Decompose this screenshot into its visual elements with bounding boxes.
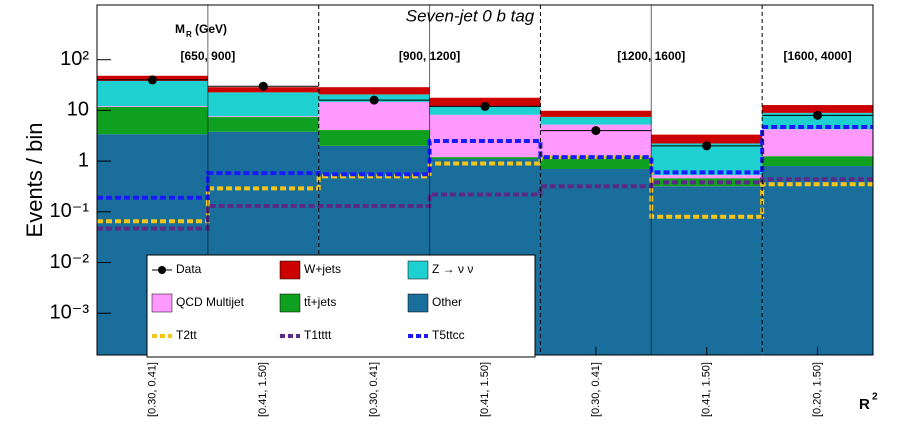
stack-bar <box>762 156 873 167</box>
legend-label: T5ttcc <box>432 328 465 342</box>
legend-swatch <box>279 293 301 313</box>
data-point <box>813 110 823 120</box>
legend-swatch <box>407 260 429 280</box>
data-point <box>369 95 379 105</box>
stack-bar <box>318 130 430 146</box>
legend-label: W+jets <box>304 262 341 276</box>
data-point <box>480 101 490 111</box>
stack-bar <box>429 157 541 160</box>
data-point <box>258 81 268 91</box>
stack-bar <box>97 80 208 107</box>
x-tick-label: [0.30, 0.41] <box>590 362 602 417</box>
legend-swatch <box>407 293 429 313</box>
legend-swatch <box>158 266 166 274</box>
group-title: M <box>175 22 185 36</box>
legend: Data W+jets Z → ν ν QCD Multijet tt̄+jets Oth… <box>146 254 536 358</box>
x-tick-label: [0.30, 0.41] <box>368 362 380 417</box>
stack-bar <box>651 178 763 187</box>
legend-swatch <box>151 293 173 313</box>
stack-bar <box>540 110 652 117</box>
chart-title: Seven-jet 0 b tag <box>406 6 535 25</box>
group-label: [900, 1200] <box>399 49 460 63</box>
data-point <box>702 141 712 151</box>
y-tick-label: 10⁻² <box>50 251 90 273</box>
stack-bar <box>651 175 763 179</box>
group-label: [1200, 1600] <box>617 49 685 63</box>
stack-bar <box>207 92 319 117</box>
legend-swatch <box>279 260 301 280</box>
legend-label: Z → ν ν <box>432 262 473 276</box>
stack-bar <box>762 166 873 355</box>
signal-line <box>97 155 873 224</box>
x-tick-label: [0.41, 1.50] <box>257 362 269 417</box>
x-tick-label: [0.30, 0.41] <box>146 362 158 417</box>
group-label: [650, 900] <box>181 49 236 63</box>
y-axis-label: Events / bin <box>22 123 47 238</box>
group-title-unit: (GeV) <box>195 22 227 36</box>
signal-line <box>97 125 873 200</box>
group-label: [1600, 4000] <box>784 49 852 63</box>
stack-bar <box>207 116 319 118</box>
legend-label: QCD Multijet <box>176 295 245 309</box>
y-tick-label: 1 <box>78 149 89 171</box>
legend-label: Data <box>176 262 202 276</box>
stack-bar <box>651 186 763 355</box>
x-tick-label: [0.20, 1.50] <box>811 362 823 417</box>
legend-label: tt̄+jets <box>304 295 336 309</box>
y-tick-label: 10⁻³ <box>50 302 90 324</box>
y-tick-label: 10⁻¹ <box>50 200 90 222</box>
x-tick-label: [0.41, 1.50] <box>479 362 491 417</box>
legend-label: T2tt <box>176 328 197 342</box>
stack-bar <box>540 116 652 125</box>
stack-bar <box>318 101 430 131</box>
legend-label: T1tttt <box>304 328 332 342</box>
stack-bar <box>429 114 541 158</box>
stack-bar <box>540 168 652 355</box>
data-point <box>147 75 157 85</box>
stack-bar <box>318 87 430 95</box>
legend-label: Other <box>432 295 462 309</box>
stack-bar <box>762 105 873 113</box>
stack-bar <box>651 134 763 144</box>
legend-box <box>146 254 536 358</box>
stack-bar <box>540 156 652 169</box>
stack-bar <box>97 106 208 135</box>
y-tick-label: 10 <box>67 99 89 121</box>
x-axis-label-sup: 2 <box>872 392 878 403</box>
stack-bar <box>207 117 319 132</box>
y-tick-label: 10² <box>60 48 89 70</box>
x-tick-label: [0.41, 1.50] <box>701 362 713 417</box>
stack-bar <box>762 129 873 157</box>
data-point <box>591 126 601 136</box>
group-title-sub: R <box>186 30 192 39</box>
x-axis-label: R <box>859 396 870 413</box>
stack-bar <box>97 106 208 107</box>
